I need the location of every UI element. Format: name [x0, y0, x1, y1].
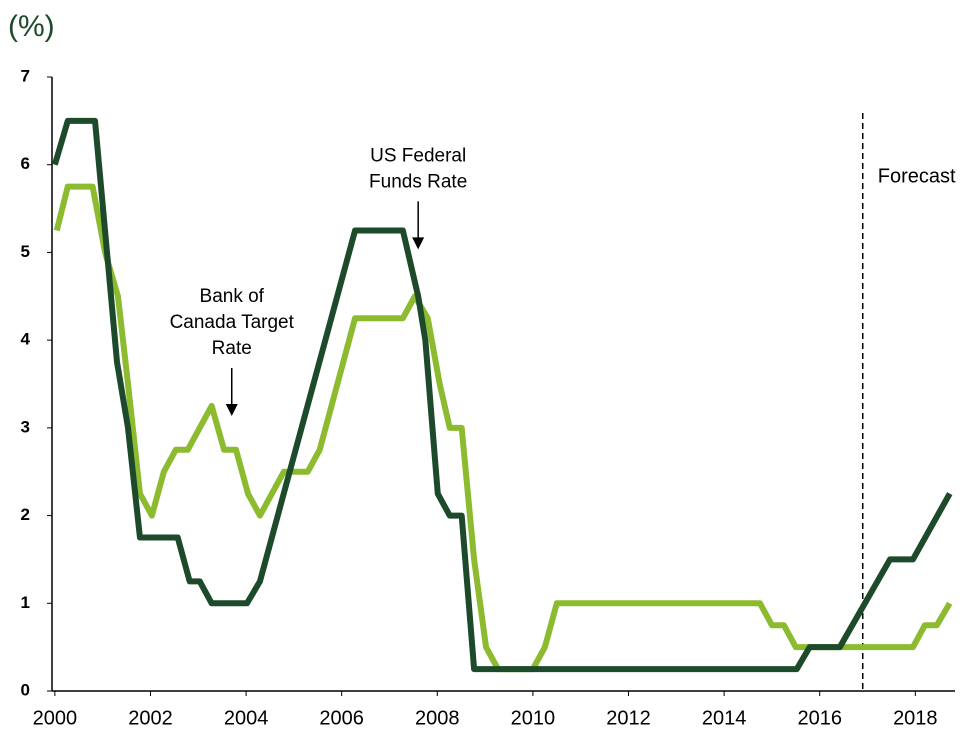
annotation-text: Rate	[212, 338, 252, 359]
forecast-label: Forecast	[878, 165, 956, 187]
x-tick-label: 2008	[415, 707, 460, 729]
x-tick-label: 2016	[797, 707, 842, 729]
y-tick-label: 3	[21, 417, 30, 436]
annotation-text: Bank of	[200, 286, 265, 307]
x-tick-label: 2000	[33, 707, 78, 729]
y-tick-label: 7	[21, 66, 30, 85]
arrow-head	[225, 404, 238, 416]
annotation-text: US Federal	[370, 145, 466, 166]
y-tick-label: 1	[21, 593, 30, 612]
y-tick-label: 0	[21, 680, 30, 699]
x-tick-label: 2006	[319, 707, 364, 729]
annotation-text: Canada Target	[170, 312, 295, 333]
x-tick-label: 2002	[128, 707, 173, 729]
x-tick-label: 2004	[224, 707, 269, 729]
annotation-text: Funds Rate	[369, 171, 467, 192]
series-line	[51, 117, 953, 673]
x-tick-label: 2010	[511, 707, 556, 729]
x-tick-label: 2018	[893, 707, 938, 729]
y-tick-label: 2	[21, 505, 30, 524]
y-tick-label: 4	[21, 330, 31, 349]
y-axis-label: (%)	[8, 10, 55, 43]
x-tick-label: 2012	[606, 707, 651, 729]
y-tick-label: 6	[21, 154, 30, 173]
x-tick-label: 2014	[702, 707, 747, 729]
series-line	[53, 183, 953, 673]
arrow-head	[412, 237, 425, 250]
y-tick-label: 5	[21, 242, 30, 261]
